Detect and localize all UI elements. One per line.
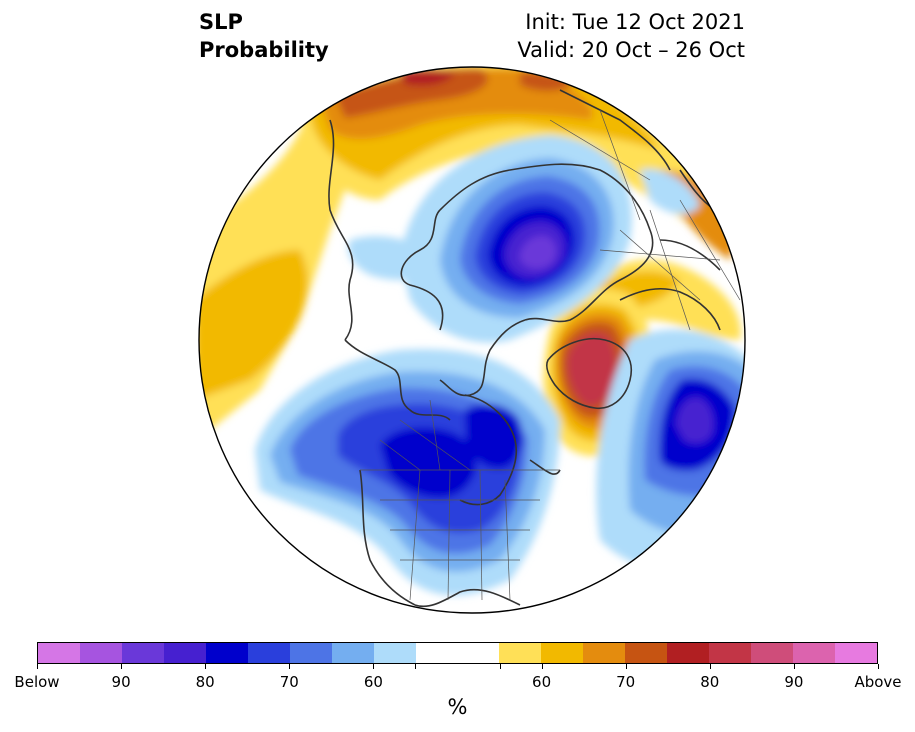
colorbar-tick-label: 60 [532, 673, 552, 691]
valid-date: Valid: 20 Oct – 26 Oct [517, 38, 745, 62]
colorbar-tick-mark [37, 664, 38, 669]
colorbar-tick-label: 70 [279, 673, 299, 691]
colorbar-tick-mark [878, 664, 879, 669]
coastlines [328, 89, 721, 608]
colorbar-tick-mark [415, 664, 416, 669]
colorbar-tick-label: Above [854, 673, 902, 691]
colorbar-tick-mark [710, 664, 711, 669]
probability-colorbar [37, 642, 878, 664]
colorbar-tick-label: 90 [111, 673, 131, 691]
title-line-1: SLP [199, 10, 243, 34]
colorbar-below-segment [331, 643, 374, 663]
pacific-above-anomaly [199, 90, 360, 430]
colorbar-tick-label: 80 [700, 673, 720, 691]
colorbar-above-segment [751, 643, 794, 663]
probability-field [199, 67, 745, 613]
colorbar-tick-label: 60 [363, 673, 383, 691]
map-title: SLP Probability [199, 8, 329, 64]
north-america-below-anomaly [255, 349, 560, 596]
colorbar-above-segment [625, 643, 668, 663]
colorbar-below-segment [247, 643, 290, 663]
colorbar-above-segment [835, 643, 878, 663]
polar-probability-map [198, 66, 746, 614]
colorbar-tick-mark [794, 664, 795, 669]
colorbar-tick-label: Below [14, 673, 60, 691]
colorbar-below-segment [79, 643, 122, 663]
colorbar-tick-mark [626, 664, 627, 669]
colorbar-below-segment [373, 643, 416, 663]
colorbar-tick-mark [205, 664, 206, 669]
colorbar-tick-mark [500, 664, 501, 669]
forecast-dates: Init: Tue 12 Oct 2021 Valid: 20 Oct – 26… [517, 8, 745, 64]
colorbar-below-segment [38, 643, 80, 663]
colorbar-neutral-segment [415, 643, 500, 663]
title-line-2: Probability [199, 38, 329, 62]
colorbar-above-segment [541, 643, 584, 663]
kara-sea-below-anomaly [400, 135, 632, 343]
colorbar-tick-mark [121, 664, 122, 669]
init-date: Init: Tue 12 Oct 2021 [525, 10, 745, 34]
colorbar-above-segment [793, 643, 836, 663]
colorbar-above-segment [709, 643, 752, 663]
colorbar-below-segment [121, 643, 164, 663]
colorbar-tick-label: 90 [784, 673, 804, 691]
political-borders [360, 109, 741, 601]
atlantic-below-anomaly [596, 329, 745, 574]
colorbar-tick-label: 80 [195, 673, 215, 691]
colorbar-above-segment [499, 643, 542, 663]
colorbar-tick-label: 70 [616, 673, 636, 691]
colorbar-below-segment [289, 643, 332, 663]
colorbar-tick-mark [542, 664, 543, 669]
colorbar-above-segment [667, 643, 710, 663]
colorbar-tick-mark [289, 664, 290, 669]
colorbar-below-segment [163, 643, 206, 663]
colorbar-tick-mark [373, 664, 374, 669]
colorbar-unit-label: % [447, 695, 468, 719]
colorbar-above-segment [583, 643, 626, 663]
colorbar-below-segment [205, 643, 248, 663]
globe-boundary [198, 66, 746, 614]
